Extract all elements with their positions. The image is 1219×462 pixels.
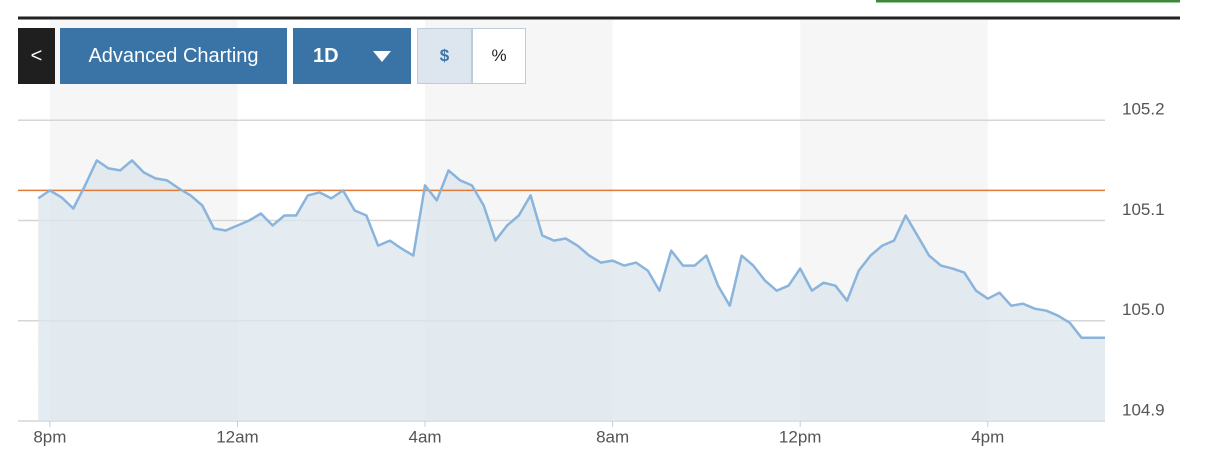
x-tick-label: 4pm [971,427,1004,446]
advanced-charting-button[interactable]: Advanced Charting [60,28,287,84]
percent-toggle[interactable]: % [472,28,526,84]
period-button[interactable]: 1D [293,28,411,84]
y-tick-label: 104.9 [1122,400,1165,419]
period-label: 1D [313,44,339,67]
back-button[interactable]: < [18,28,55,84]
x-tick-label: 8am [596,427,629,446]
y-tick-label: 105.2 [1122,100,1165,119]
dollar-toggle[interactable]: $ [417,28,472,84]
x-tick-label: 4am [408,427,441,446]
dropdown-arrow [373,51,391,62]
x-tick-label: 8pm [33,427,66,446]
price-line [37,159,1105,340]
price-area [38,160,1106,421]
x-tick-label: 12pm [779,427,822,446]
y-tick-label: 105.1 [1122,200,1165,219]
y-tick-label: 105.0 [1122,300,1165,319]
x-tick-label: 12am [216,427,259,446]
